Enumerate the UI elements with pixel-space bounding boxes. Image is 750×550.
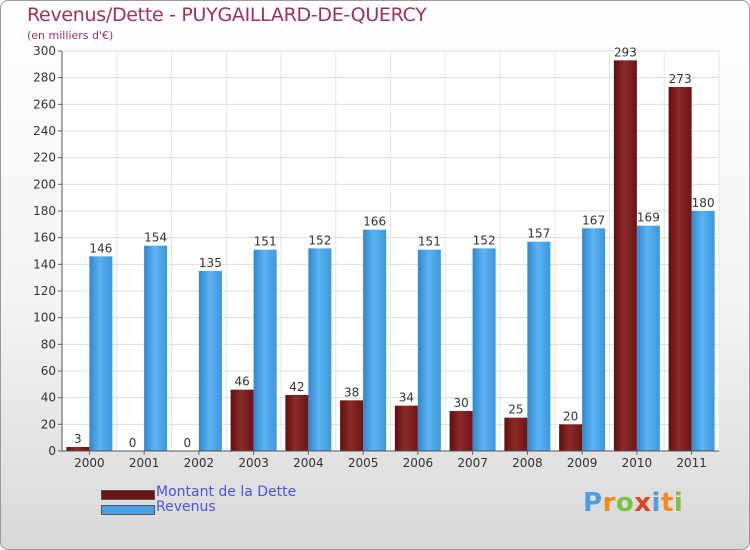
legend-label-revenus: Revenus bbox=[156, 499, 216, 515]
logo-letter: x bbox=[634, 488, 652, 518]
bar-revenus bbox=[144, 245, 168, 451]
bar-dette bbox=[230, 389, 254, 451]
x-tick-label: 2001 bbox=[129, 456, 160, 470]
data-label: 152 bbox=[308, 233, 331, 247]
logo-letter: r bbox=[602, 488, 616, 518]
data-label: 169 bbox=[637, 211, 660, 225]
data-label: 34 bbox=[399, 391, 414, 405]
y-tick-label: 140 bbox=[33, 257, 56, 271]
logo-letter: i bbox=[651, 488, 661, 518]
logo-letter: t bbox=[660, 488, 674, 518]
data-label: 30 bbox=[453, 396, 468, 410]
data-label: 20 bbox=[563, 409, 578, 423]
y-tick-label: 160 bbox=[33, 231, 56, 245]
x-tick-label: 2011 bbox=[676, 456, 707, 470]
chart-subtitle: (en milliers d'€) bbox=[27, 29, 114, 42]
bar-revenus bbox=[89, 256, 113, 451]
data-label: 3 bbox=[74, 432, 82, 446]
data-label: 151 bbox=[254, 235, 277, 249]
y-tick-label: 300 bbox=[33, 44, 56, 58]
x-tick-label: 2005 bbox=[348, 456, 379, 470]
bar-dette bbox=[394, 405, 418, 451]
y-tick-label: 240 bbox=[33, 124, 56, 138]
bar-dette bbox=[285, 395, 309, 451]
y-tick-label: 260 bbox=[33, 97, 56, 111]
data-label: 42 bbox=[289, 380, 304, 394]
bar-revenus bbox=[363, 229, 387, 451]
bar-revenus bbox=[308, 248, 332, 451]
x-tick-label: 2003 bbox=[238, 456, 269, 470]
logo-letter: i bbox=[673, 488, 684, 518]
chart-title: Revenus/Dette - PUYGAILLARD-DE-QUERCY bbox=[27, 4, 427, 26]
x-tick-label: 2010 bbox=[622, 456, 653, 470]
y-tick-label: 60 bbox=[41, 364, 56, 378]
data-label: 293 bbox=[614, 45, 637, 59]
bar-dette bbox=[613, 60, 637, 451]
bar-revenus bbox=[691, 211, 715, 451]
data-label: 0 bbox=[129, 436, 137, 450]
y-tick-label: 0 bbox=[48, 444, 56, 458]
bar-dette bbox=[340, 400, 364, 451]
y-tick-label: 20 bbox=[41, 417, 56, 431]
y-tick-label: 200 bbox=[33, 177, 56, 191]
y-tick-label: 120 bbox=[33, 284, 56, 298]
bar-revenus bbox=[198, 271, 222, 451]
y-tick-label: 220 bbox=[33, 151, 56, 165]
x-tick-label: 2008 bbox=[512, 456, 543, 470]
data-label: 146 bbox=[89, 241, 112, 255]
logo-letter: P bbox=[583, 488, 603, 518]
x-tick-label: 2000 bbox=[74, 456, 105, 470]
data-label: 152 bbox=[473, 233, 496, 247]
bar-dette bbox=[668, 87, 692, 451]
data-label: 154 bbox=[144, 231, 167, 245]
data-label: 151 bbox=[418, 235, 441, 249]
data-label: 273 bbox=[669, 72, 692, 86]
bar-revenus bbox=[417, 249, 441, 451]
bar-revenus bbox=[253, 249, 277, 451]
y-tick-label: 180 bbox=[33, 204, 56, 218]
x-tick-label: 2007 bbox=[457, 456, 488, 470]
logo-letter: o bbox=[615, 488, 635, 518]
bar-revenus bbox=[527, 241, 551, 451]
data-label: 180 bbox=[692, 196, 715, 210]
data-label: 25 bbox=[508, 403, 523, 417]
data-label: 167 bbox=[582, 213, 605, 227]
data-label: 166 bbox=[363, 215, 386, 229]
bar-dette bbox=[66, 447, 90, 451]
data-label: 38 bbox=[344, 385, 359, 399]
bar-revenus bbox=[472, 248, 496, 451]
x-tick-label: 2006 bbox=[403, 456, 434, 470]
x-tick-label: 2002 bbox=[184, 456, 215, 470]
data-label: 157 bbox=[527, 227, 550, 241]
x-tick-label: 2009 bbox=[567, 456, 598, 470]
legend-swatch-dette bbox=[101, 490, 155, 500]
legend-label-dette: Montant de la Dette bbox=[156, 484, 297, 500]
x-tick-label: 2004 bbox=[293, 456, 324, 470]
y-tick-label: 100 bbox=[33, 311, 56, 325]
bar-dette bbox=[559, 424, 583, 451]
proxiti-logo: Proxiti bbox=[583, 488, 683, 518]
data-label: 46 bbox=[234, 375, 249, 389]
legend-swatch-revenus bbox=[101, 505, 155, 515]
data-label: 0 bbox=[184, 436, 192, 450]
bar-dette bbox=[504, 417, 528, 451]
y-tick-label: 80 bbox=[41, 337, 56, 351]
data-label: 135 bbox=[199, 256, 222, 270]
bar-dette bbox=[449, 411, 473, 451]
bar-revenus bbox=[636, 225, 660, 451]
y-tick-label: 40 bbox=[41, 391, 56, 405]
bar-revenus bbox=[582, 228, 606, 451]
y-tick-label: 280 bbox=[33, 71, 56, 85]
